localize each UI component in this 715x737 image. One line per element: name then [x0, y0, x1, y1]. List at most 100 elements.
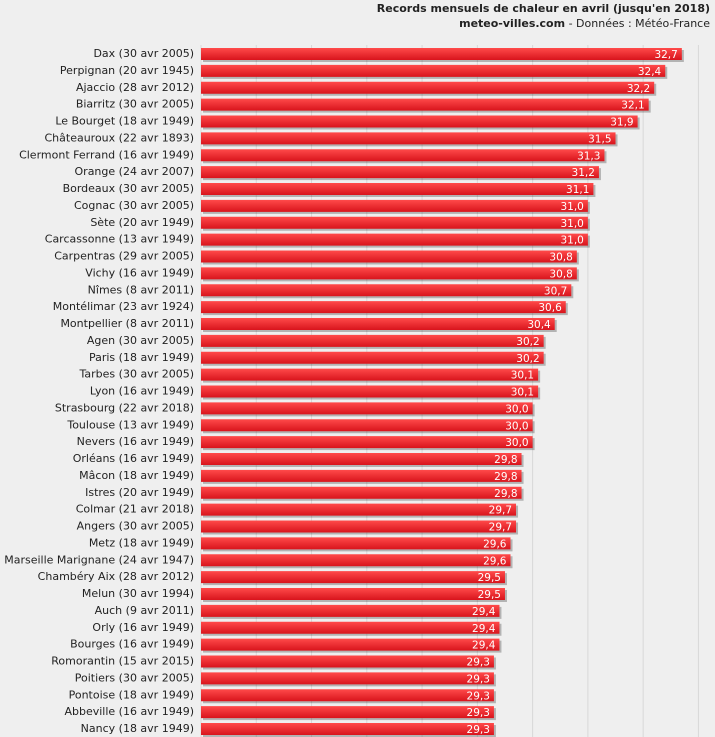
category-label: Lyon (16 avr 1949)	[90, 385, 194, 398]
value-label: 30,2	[516, 353, 539, 365]
category-label: Nevers (16 avr 1949)	[77, 435, 194, 448]
category-label: Toulouse (13 avr 1949)	[66, 418, 194, 431]
value-label: 32,1	[621, 100, 644, 112]
value-label: 31,0	[560, 201, 583, 213]
bar	[201, 250, 577, 263]
value-label: 31,2	[572, 167, 595, 179]
category-label: Angers (30 avr 2005)	[77, 520, 194, 533]
bar	[201, 351, 544, 364]
bar	[201, 453, 522, 465]
category-label: Paris (18 avr 1949)	[89, 351, 194, 364]
value-label: 29,4	[472, 606, 496, 618]
bar	[201, 199, 588, 212]
value-label: 32,4	[638, 66, 662, 78]
bar	[201, 402, 533, 415]
value-label: 30,1	[511, 387, 534, 399]
value-label: 29,3	[467, 690, 490, 702]
category-label: Carpentras (29 avr 2005)	[54, 250, 194, 263]
value-label: 31,5	[588, 133, 611, 145]
category-label: Bordeaux (30 avr 2005)	[63, 182, 194, 195]
value-label: 30,0	[505, 403, 528, 415]
category-label: Dax (30 avr 2005)	[93, 47, 194, 60]
category-label: Biarritz (30 avr 2005)	[76, 98, 194, 111]
category-label: Romorantin (15 avr 2015)	[51, 655, 194, 668]
value-label: 31,1	[566, 184, 589, 196]
value-label: 30,2	[516, 336, 539, 348]
category-label: Vichy (16 avr 1949)	[85, 266, 194, 279]
value-label: 32,2	[627, 83, 650, 95]
bar	[201, 638, 500, 651]
category-label: Tarbes (30 avr 2005)	[79, 368, 194, 381]
bar	[201, 267, 577, 280]
bar	[201, 571, 505, 584]
category-label: Abbeville (16 avr 1949)	[64, 705, 194, 718]
category-label: Metz (18 avr 1949)	[89, 536, 194, 549]
category-label: Ajaccio (28 avr 2012)	[76, 81, 194, 94]
value-label: 29,5	[478, 589, 501, 601]
bar	[201, 621, 500, 634]
category-label: Orléans (16 avr 1949)	[73, 452, 194, 465]
bar	[201, 81, 655, 94]
category-label: Perpignan (20 avr 1945)	[60, 64, 194, 77]
category-label: Nîmes (8 avr 2011)	[88, 283, 194, 296]
category-label: Clermont Ferrand (16 avr 1949)	[19, 148, 194, 161]
bar	[201, 419, 533, 432]
value-label: 29,3	[467, 707, 490, 719]
category-label: Melun (30 avr 1994)	[82, 587, 194, 600]
bar	[201, 537, 511, 550]
value-label: 30,4	[527, 319, 551, 331]
value-label: 32,7	[654, 49, 677, 61]
value-label: 30,0	[505, 437, 528, 449]
bar	[201, 520, 517, 533]
category-label: Châteauroux (22 avr 1893)	[44, 131, 194, 144]
value-label: 30,0	[505, 420, 528, 432]
category-label: Istres (20 avr 1949)	[85, 486, 194, 499]
value-label: 30,1	[511, 370, 534, 382]
bar	[201, 301, 566, 314]
bar	[201, 672, 494, 685]
value-label: 31,0	[560, 235, 583, 247]
bar	[201, 64, 666, 77]
bar	[201, 588, 505, 600]
bar	[201, 284, 572, 297]
category-label: Bourges (16 avr 1949)	[70, 638, 194, 651]
bar	[201, 706, 494, 719]
value-label: 31,3	[577, 150, 600, 162]
bar	[201, 115, 638, 128]
category-label: Sète (20 avr 1949)	[90, 216, 194, 229]
value-label: 30,6	[538, 302, 562, 314]
category-label: Poitiers (30 avr 2005)	[75, 671, 194, 684]
value-label: 29,5	[478, 572, 501, 584]
value-label: 29,4	[472, 623, 496, 635]
category-label: Cognac (30 avr 2005)	[74, 199, 194, 212]
bar	[201, 368, 539, 381]
category-label: Orly (16 avr 1949)	[92, 621, 194, 634]
bar	[201, 183, 594, 195]
bar	[201, 318, 555, 330]
bar	[201, 149, 605, 162]
value-label: 29,3	[467, 724, 490, 736]
category-label: Marseille Marignane (24 avr 1947)	[4, 553, 194, 566]
category-label: Carcassonne (13 avr 1949)	[45, 233, 194, 246]
category-label: Nancy (18 avr 1949)	[81, 722, 194, 735]
value-label: 29,8	[494, 454, 517, 466]
value-label: 31,9	[610, 117, 633, 129]
bar	[201, 216, 588, 229]
bar	[201, 469, 522, 482]
category-label: Orange (24 avr 2007)	[75, 165, 194, 178]
bar	[201, 604, 500, 617]
subtitle: meteo-villes.com - Données : Météo-Franc…	[459, 17, 710, 30]
value-label: 29,7	[489, 522, 512, 534]
bar	[201, 385, 539, 398]
bar	[201, 233, 588, 246]
category-label: Montpellier (8 avr 2011)	[60, 317, 194, 330]
value-label: 29,8	[494, 488, 517, 500]
value-label: 29,3	[467, 657, 490, 669]
bar	[201, 98, 649, 111]
bar	[201, 486, 522, 499]
category-label: Mâcon (18 avr 1949)	[79, 469, 194, 482]
category-label: Colmar (21 avr 2018)	[76, 503, 194, 516]
value-label: 29,7	[489, 505, 512, 517]
category-label: Agen (30 avr 2005)	[87, 334, 194, 347]
category-label: Strasbourg (22 avr 2018)	[55, 401, 194, 414]
